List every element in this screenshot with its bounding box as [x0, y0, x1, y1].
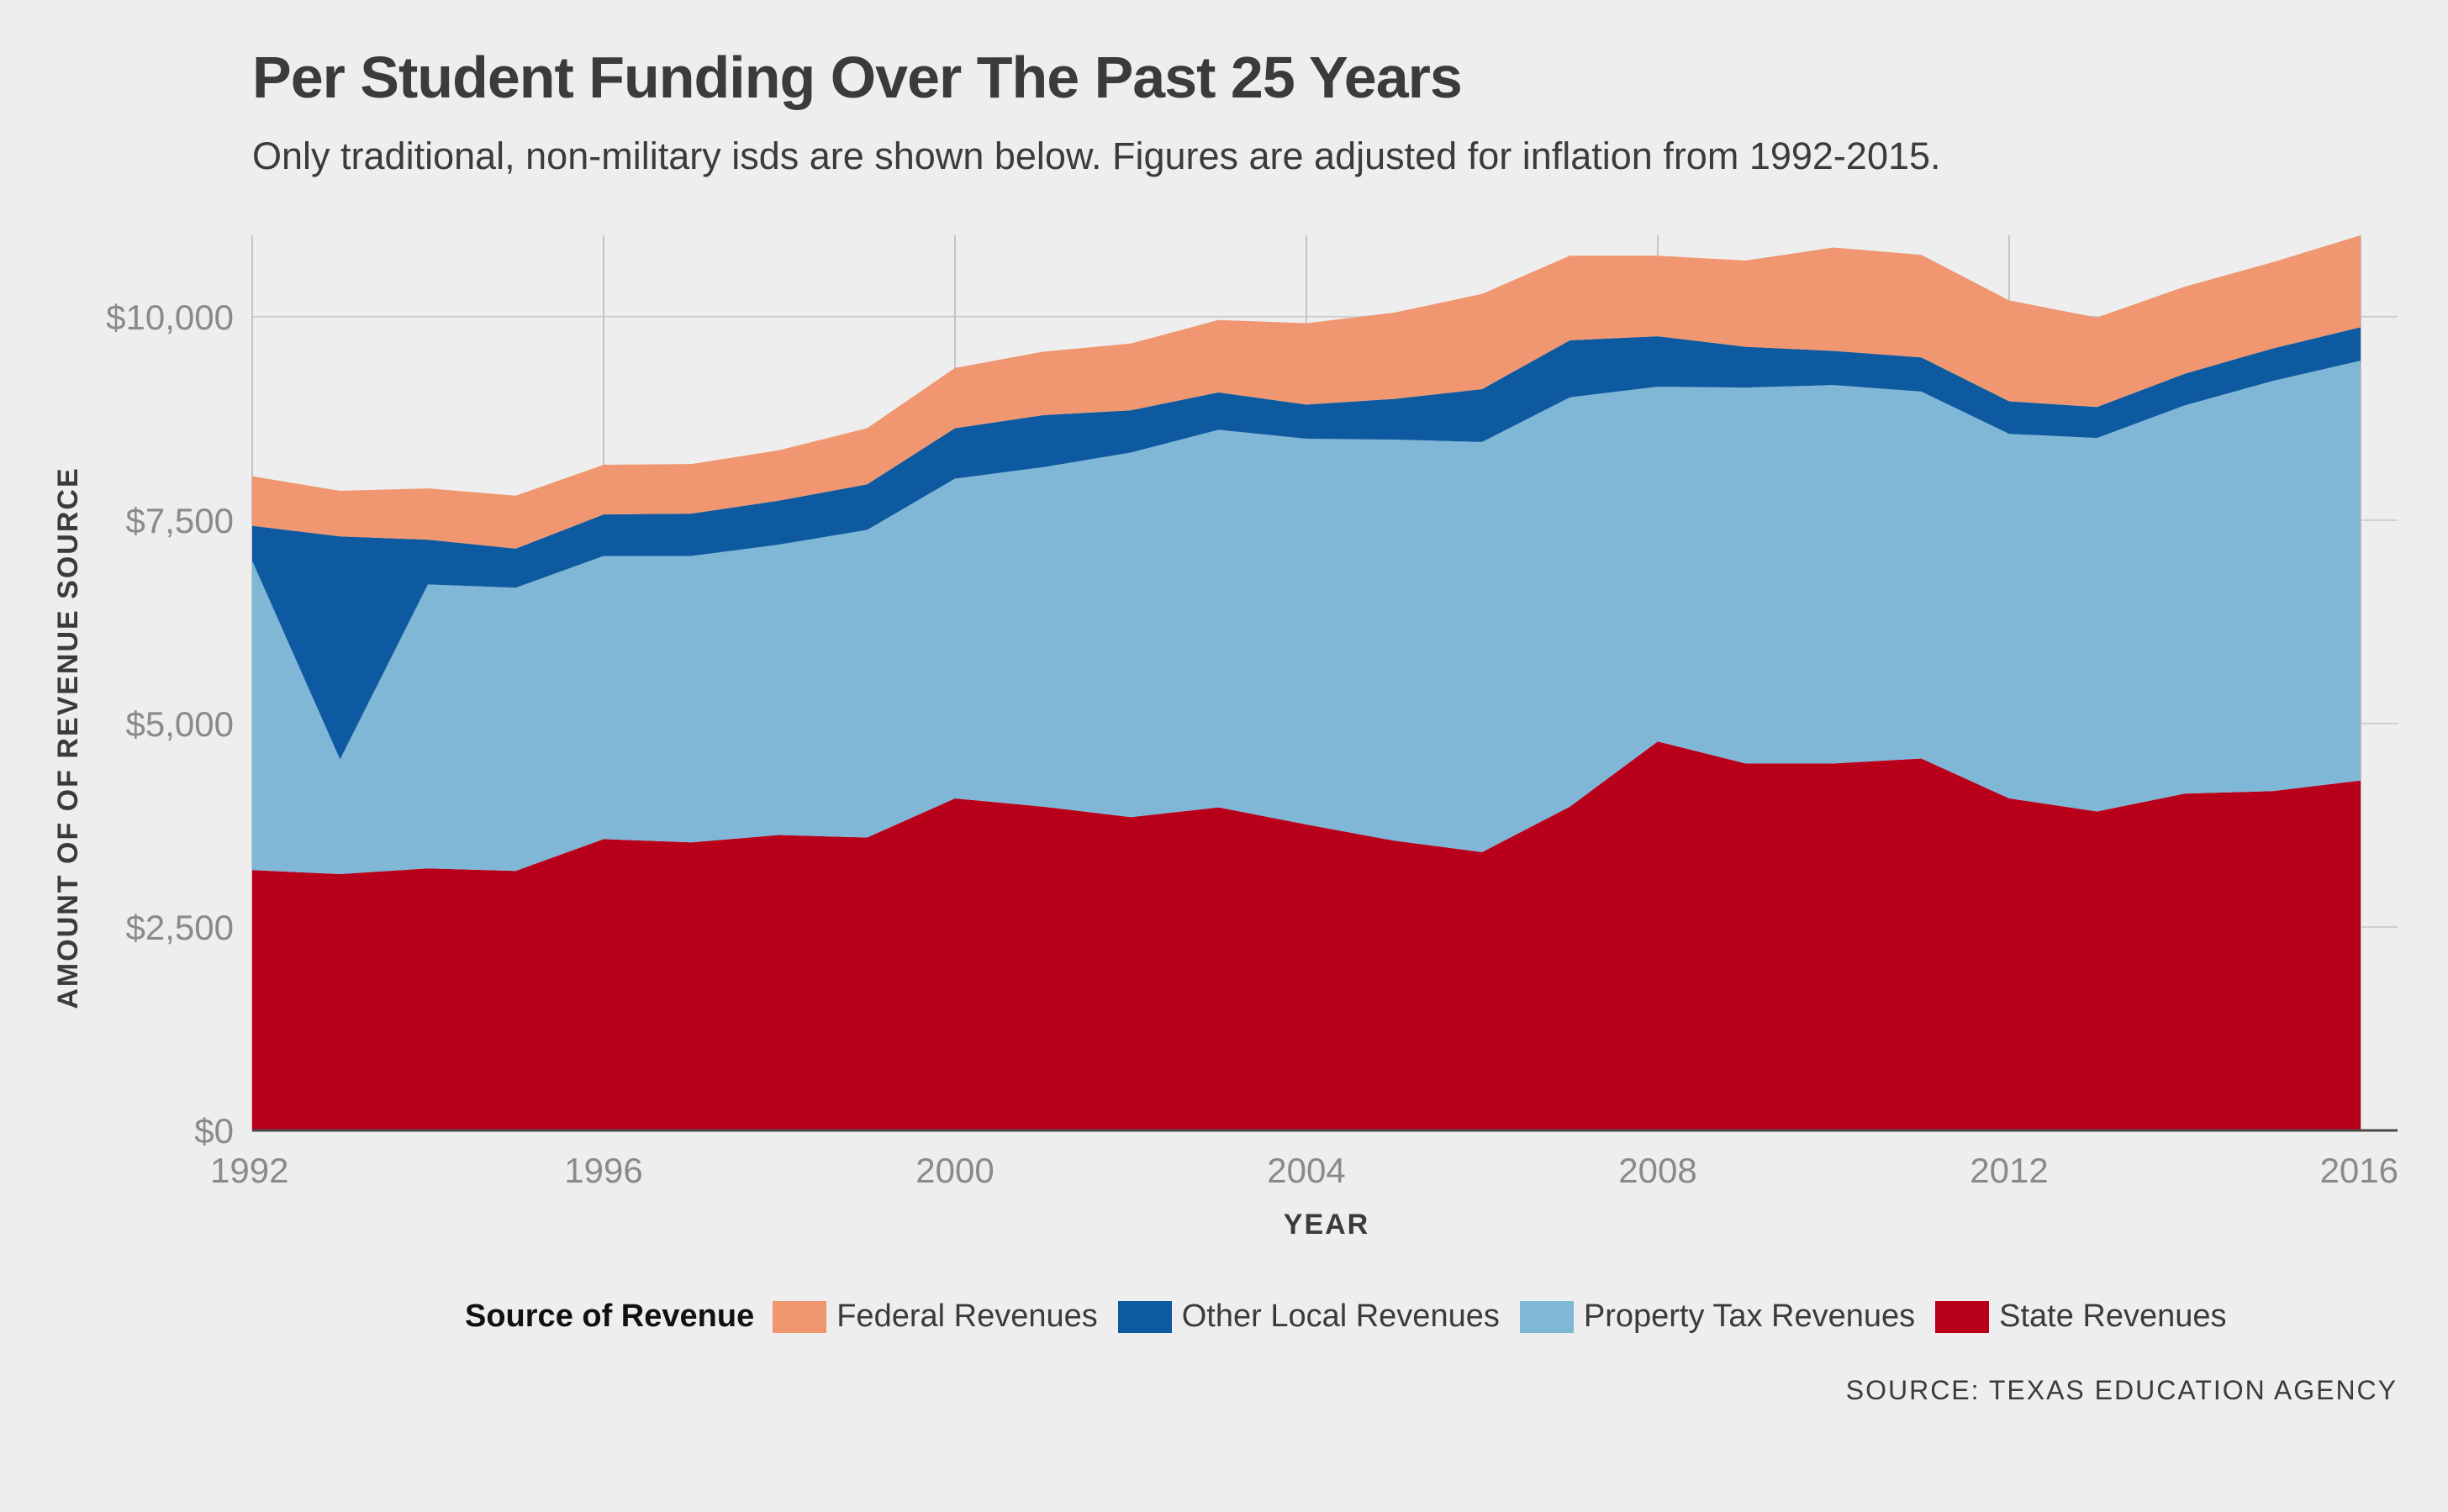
- y-tick-label: $0: [194, 1111, 234, 1151]
- legend: Source of Revenue Federal Revenues Other…: [465, 1299, 2247, 1335]
- axes: $0 $2,500 $5,000 $7,500 $10,000 1992 1996 2000 2…: [106, 298, 2398, 1190]
- y-tick-label: $7,500: [126, 501, 234, 540]
- legend-swatch-property-tax: [1519, 1300, 1574, 1333]
- x-tick-label: 2012: [1970, 1151, 2048, 1190]
- legend-label-federal: Federal Revenues: [836, 1299, 1098, 1334]
- legend-title: Source of Revenue: [465, 1299, 755, 1334]
- x-axis-title: YEAR: [1284, 1209, 1369, 1241]
- x-tick-label: 2016: [2320, 1151, 2398, 1190]
- area-series: [252, 235, 2361, 1130]
- area-property-tax-revenues: [252, 361, 2361, 875]
- x-tick-label: 1992: [210, 1151, 288, 1190]
- legend-swatch-federal: [773, 1300, 827, 1333]
- x-tick-label: 2004: [1267, 1151, 1345, 1190]
- legend-item-other-local: Other Local Revenues: [1117, 1299, 1500, 1335]
- legend-swatch-state: [1935, 1300, 1990, 1333]
- chart-title: Per Student Funding Over The Past 25 Yea…: [252, 45, 1463, 110]
- x-tick-label: 1996: [564, 1151, 642, 1190]
- chart-subtitle: Only traditional, non-military isds are …: [252, 134, 1941, 177]
- legend-label-property-tax: Property Tax Revenues: [1583, 1299, 1916, 1334]
- y-tick-label: $5,000: [126, 704, 234, 744]
- area-federal-revenues: [252, 235, 2361, 549]
- legend-item-federal: Federal Revenues: [773, 1299, 1098, 1335]
- x-tick-label: 2008: [1618, 1151, 1696, 1190]
- legend-label-state: State Revenues: [1999, 1299, 2227, 1334]
- x-tick-label: 2000: [915, 1151, 994, 1190]
- y-tick-label: $10,000: [106, 298, 234, 337]
- area-other-local-revenues: [252, 327, 2361, 760]
- legend-label-other-local: Other Local Revenues: [1181, 1299, 1500, 1334]
- area-state-revenues: [252, 741, 2361, 1130]
- source-note: SOURCE: TEXAS EDUCATION AGENCY: [1845, 1375, 2398, 1405]
- legend-item-state: State Revenues: [1935, 1299, 2227, 1335]
- legend-swatch-other-local: [1117, 1300, 1172, 1333]
- y-tick-label: $2,500: [126, 908, 234, 947]
- y-axis-title: AMOUNT OF OF REVENUE SOURCE: [52, 466, 84, 1009]
- legend-item-property-tax: Property Tax Revenues: [1519, 1299, 1916, 1335]
